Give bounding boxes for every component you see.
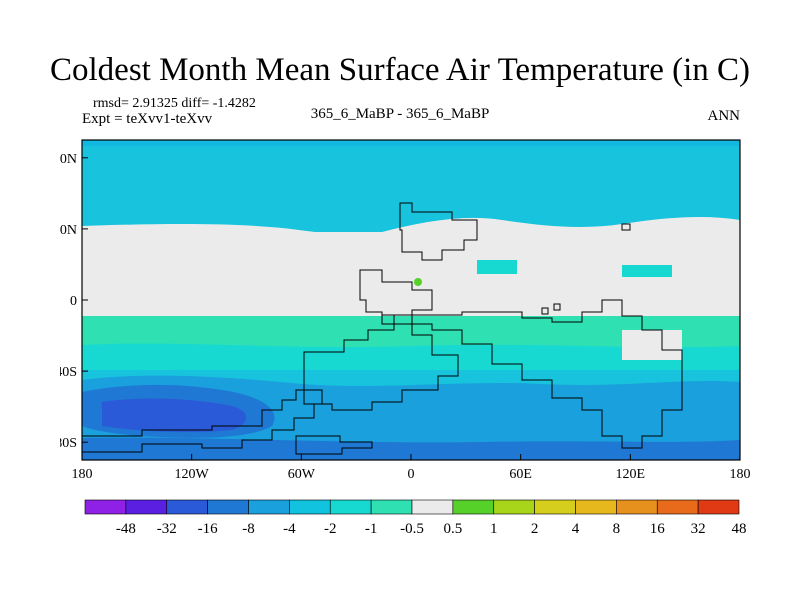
x-tick-label: 120E: [616, 467, 646, 482]
x-tick-label: 60W: [288, 467, 316, 482]
season-label: ANN: [707, 108, 741, 124]
colorbar-box: [656, 499, 699, 515]
colorbar-box: [329, 499, 372, 515]
colorbar-label: -4: [283, 521, 296, 537]
colorbar-label: 48: [732, 521, 747, 537]
colorbar-label: -32: [157, 521, 177, 537]
colorbar-label: -16: [198, 521, 218, 537]
y-tick-label: 0: [70, 294, 77, 309]
colorbar-label: 16: [650, 521, 666, 537]
coastline-africa: [381, 299, 683, 449]
band-south-transition: [82, 343, 740, 370]
temperature-map: 180 120W 60W 0 60E 120E 180 80N 40N 0 40S 80S: [60, 139, 751, 482]
experiment-label: Expt = teXvv1-teXvv: [82, 111, 213, 127]
colorbar-box: [616, 499, 658, 515]
continent-outlines: [81, 202, 683, 455]
colorbar-label: 32: [691, 521, 706, 537]
colorbar-box: [493, 499, 535, 515]
y-axis: 80N 40N 0 40S 80S: [60, 152, 88, 451]
x-tick-label: 180: [730, 467, 751, 482]
colorbar-label: -8: [242, 521, 255, 537]
chart-title: Coldest Month Mean Surface Air Temperatu…: [50, 52, 750, 88]
south-pacific-cold-core: [102, 398, 247, 433]
colorbar-box: [697, 499, 740, 515]
x-tick-label: 0: [408, 467, 415, 482]
band-arctic: [82, 140, 740, 146]
x-tick-label: 180: [72, 467, 93, 482]
anomaly-patch-asia: [477, 260, 517, 274]
anomaly-point-africa: [414, 278, 422, 286]
y-tick-label: 40N: [60, 223, 77, 238]
colorbar-labels: -48 -32 -16 -8 -4 -2 -1 -0.5 0.5 1 2 4 8 16 32 48: [116, 521, 747, 537]
colorbar-box: [370, 499, 413, 515]
colorbar-box: [207, 499, 249, 515]
colorbar-label: 4: [572, 521, 580, 537]
colorbar-label: -48: [116, 521, 136, 537]
rmsd-stats-label: rmsd= 2.91325 diff= -1.4282: [93, 96, 256, 111]
anomaly-patch-australia: [622, 330, 682, 360]
colorbar-box: [248, 499, 290, 515]
colorbar-label: -0.5: [400, 521, 424, 537]
colorbar-label: 2: [531, 521, 539, 537]
y-tick-label: 80S: [60, 436, 77, 451]
y-tick-label: 40S: [60, 365, 77, 380]
colorbar-label: 0.5: [444, 521, 463, 537]
x-tick-label: 120W: [175, 467, 210, 482]
colorbar-label: -2: [324, 521, 337, 537]
colorbar-box: [411, 499, 454, 515]
y-tick-label: 80N: [60, 152, 77, 167]
colorbar-box: [289, 499, 331, 515]
x-axis: 180 120W 60W 0 60E 120E 180: [72, 454, 751, 482]
colorbar-box: [166, 499, 208, 515]
coastline-north-america: [399, 202, 478, 261]
anomaly-patch-pacific: [622, 265, 672, 277]
colorbar-box: [125, 499, 168, 515]
band-northern-edge: [82, 217, 740, 236]
case-label: 365_6_MaBP - 365_6_MaBP: [310, 106, 490, 122]
colorbar-label: 8: [613, 521, 621, 537]
colorbar-label: 1: [490, 521, 498, 537]
colorbar-boxes: [84, 499, 740, 515]
colorbar: -48 -32 -16 -8 -4 -2 -1 -0.5 0.5 1 2 4 8 16 32 48: [84, 499, 747, 537]
colorbar-box: [534, 499, 576, 515]
colorbar-box: [84, 499, 127, 515]
coastline-islands: [541, 223, 631, 315]
colorbar-box: [452, 499, 495, 515]
coastline-south-america: [303, 314, 459, 411]
coastline-eurasia: [359, 269, 433, 325]
x-tick-label: 60E: [509, 467, 532, 482]
colorbar-box: [575, 499, 617, 515]
coastline-antarctica-east: [295, 435, 373, 455]
coastline-antarctica-west: [81, 389, 323, 453]
antarctic-cold-strip: [82, 437, 740, 460]
colorbar-label: -1: [365, 521, 378, 537]
